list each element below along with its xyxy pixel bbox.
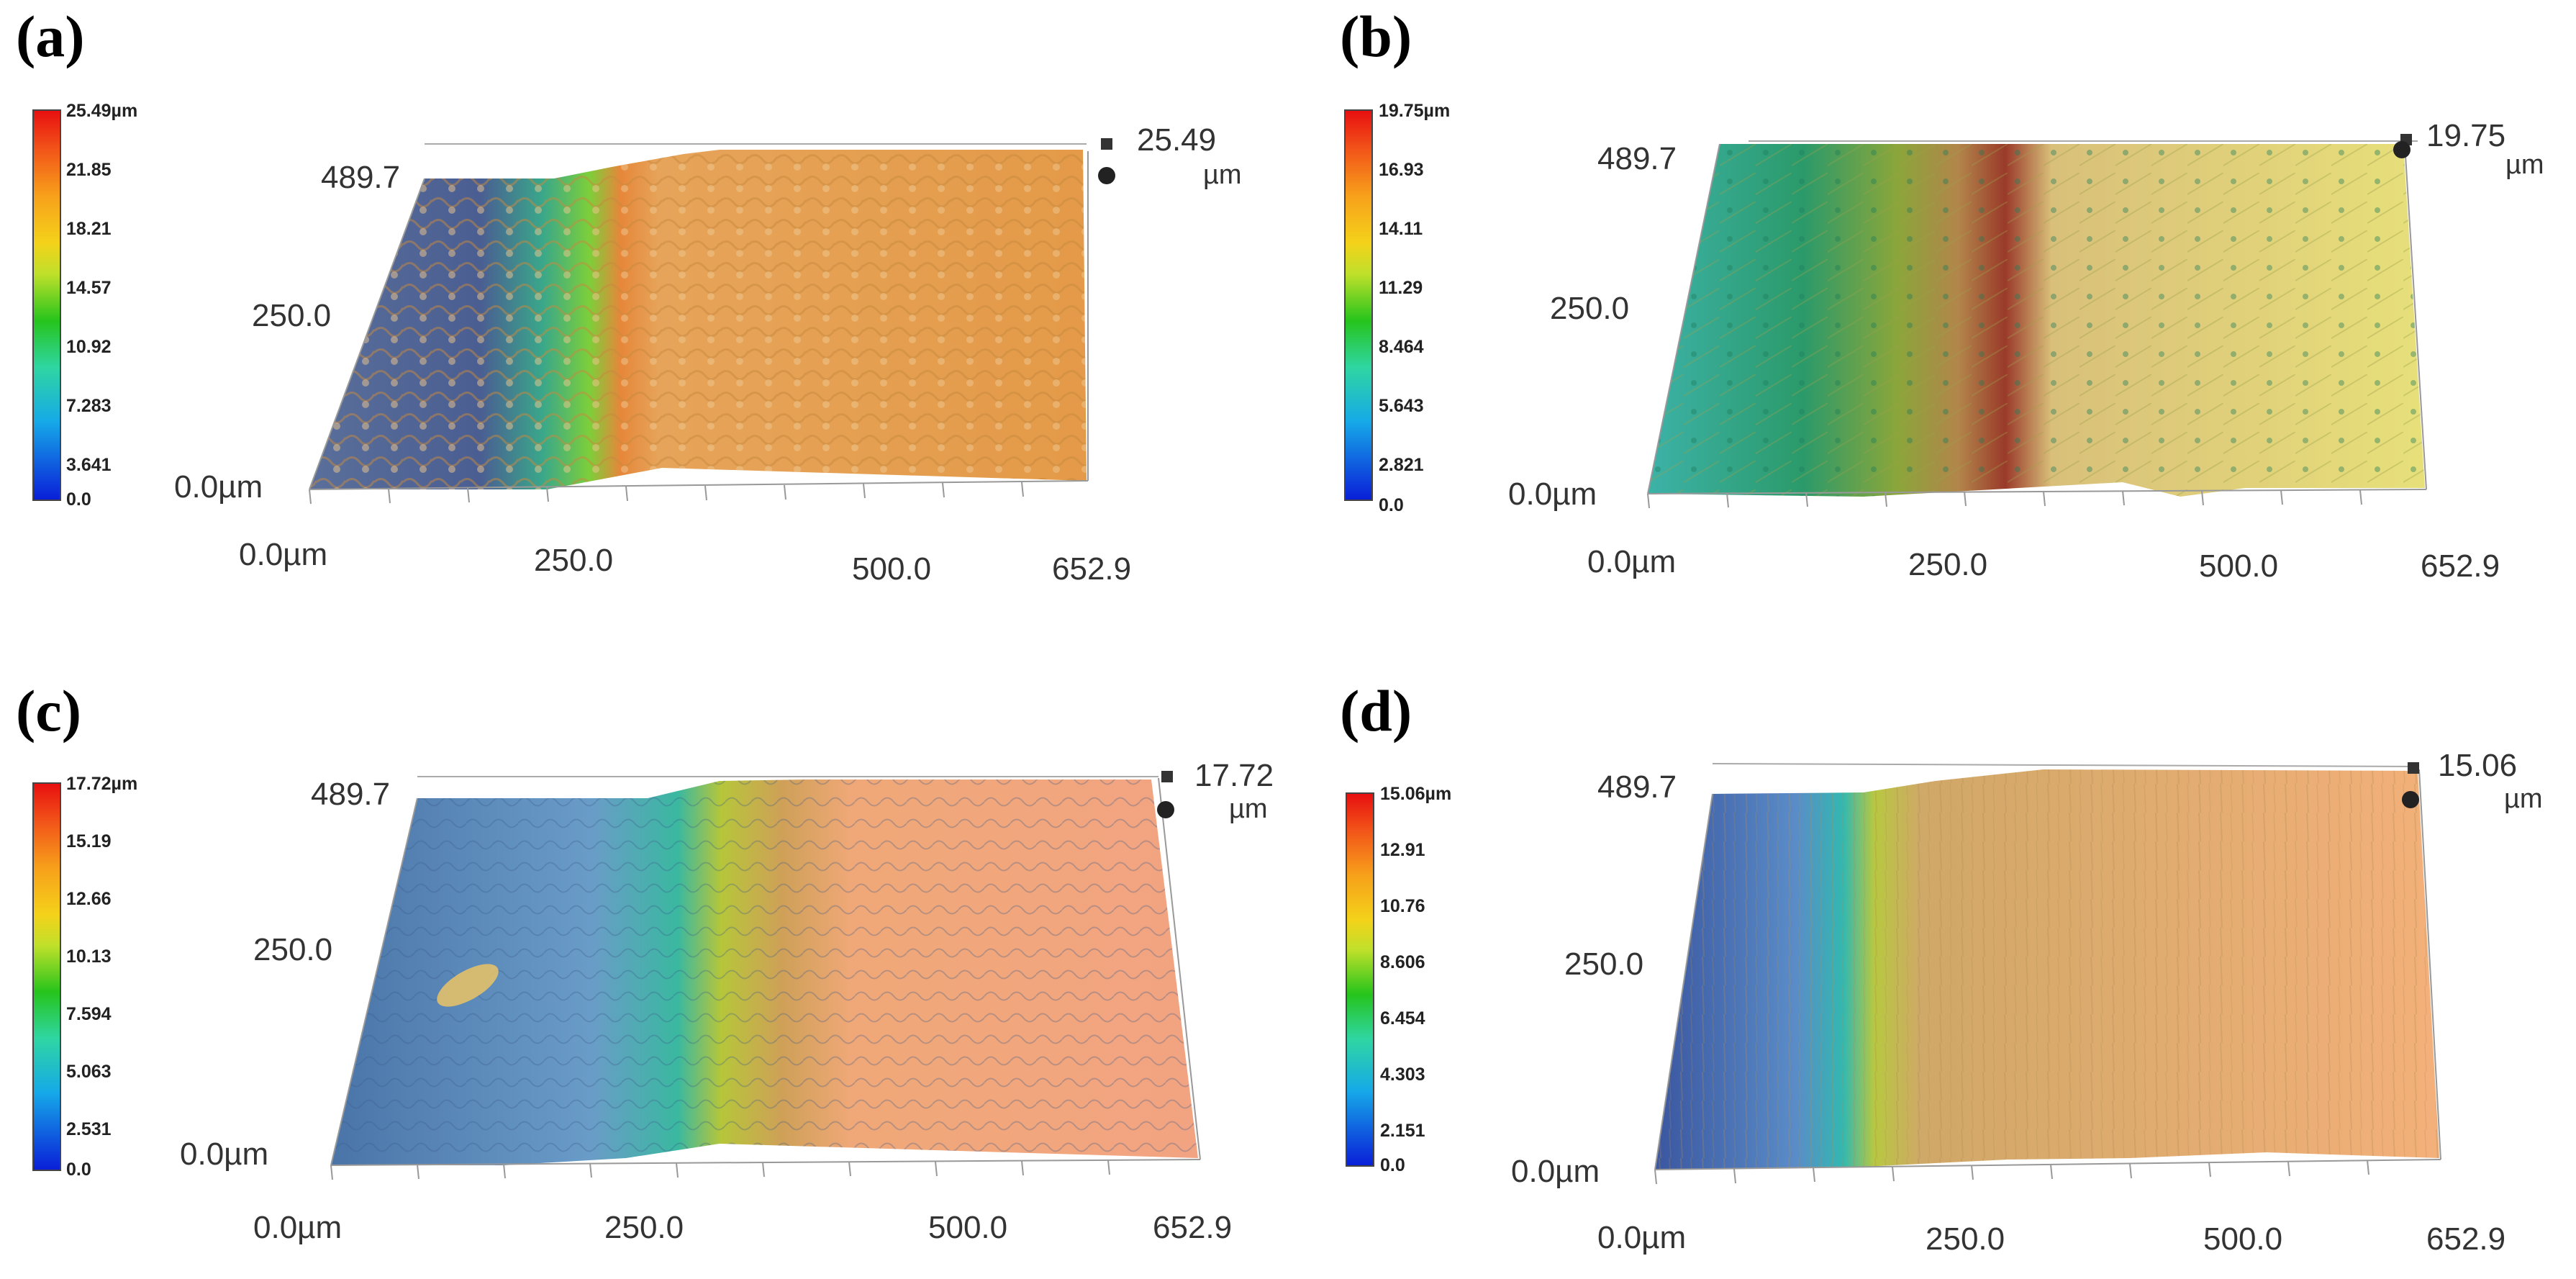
colorbar-label: 4.303	[1380, 1065, 1425, 1085]
colorbar-label: 21.85	[66, 160, 112, 180]
x-tick-label: 652.9	[1153, 1210, 1233, 1245]
panel-d: (d) 15.06µm 12.91 10.76 8.606 6.454 4.30…	[1288, 640, 2576, 1279]
colorbar-label: 14.57	[66, 278, 112, 298]
x-tick-label: 0.0µm	[253, 1210, 343, 1245]
colorbar-label: 2.821	[1379, 455, 1424, 475]
x-tick-label: 652.9	[2421, 548, 2500, 584]
max-height-value: 25.49	[1137, 122, 1217, 158]
surface-3d-plot	[1654, 763, 2441, 1185]
panel-label: (c)	[16, 678, 82, 744]
x-tick-label: 250.0	[534, 543, 614, 578]
x-tick-label: 500.0	[2203, 1221, 2283, 1257]
y-tick-label: 250.0	[252, 298, 332, 333]
panel-label: (b)	[1340, 4, 1412, 69]
max-square-marker	[2408, 762, 2419, 774]
y-tick-label: 489.7	[1597, 769, 1677, 805]
y-tick-label: 250.0	[1550, 291, 1630, 326]
y-tick-label: 0.0µm	[180, 1136, 269, 1172]
colorbar-label: 7.594	[66, 1004, 112, 1024]
colorbar-label: 25.49µm	[66, 101, 138, 121]
colorbar-label: 8.464	[1379, 337, 1424, 357]
x-tick-label: 500.0	[928, 1210, 1008, 1245]
colorbar-label: 15.06µm	[1380, 784, 1452, 804]
max-dot-marker	[1157, 801, 1174, 818]
height-colorbar	[1344, 109, 1373, 501]
colorbar-label: 8.606	[1380, 952, 1425, 972]
x-tick-label: 250.0	[1908, 547, 1988, 582]
panel-label: (d)	[1340, 678, 1412, 744]
colorbar-label: 12.66	[66, 889, 112, 909]
y-tick-label: 0.0µm	[1508, 476, 1597, 512]
y-tick-label: 489.7	[1597, 141, 1677, 176]
colorbar-label: 2.531	[66, 1119, 112, 1139]
panel-c: (c) 17.72µm 15.19 12.66 10.13 7.594 5.06…	[0, 640, 1288, 1279]
colorbar-label: 19.75µm	[1379, 101, 1451, 121]
max-height-value: 15.06	[2438, 748, 2518, 783]
max-dot-marker	[2402, 791, 2419, 808]
colorbar-label: 5.063	[66, 1062, 112, 1082]
colorbar-label: 0.0	[66, 489, 91, 510]
colorbar-label: 16.93	[1379, 160, 1424, 180]
colorbar-label: 5.643	[1379, 396, 1424, 416]
y-tick-label: 250.0	[253, 932, 333, 967]
colorbar-label: 2.151	[1380, 1121, 1425, 1141]
x-tick-label: 652.9	[2426, 1221, 2506, 1257]
y-tick-label: 250.0	[1564, 946, 1644, 982]
colorbar-label: 7.283	[66, 396, 112, 416]
max-height-unit: µm	[1203, 160, 1242, 190]
max-square-marker	[1161, 771, 1173, 782]
max-dot-marker	[2393, 141, 2411, 158]
height-colorbar	[1346, 792, 1374, 1167]
max-dot-marker	[1098, 167, 1115, 184]
max-height-value: 17.72	[1194, 758, 1274, 793]
x-tick-label: 0.0µm	[1597, 1220, 1687, 1255]
x-tick-label: 652.9	[1052, 551, 1132, 587]
x-tick-label: 500.0	[852, 551, 932, 587]
colorbar-labels: 19.75µm 16.93 14.11 11.29 8.464 5.643 2.…	[1379, 101, 1465, 515]
colorbar-label: 10.92	[66, 337, 112, 357]
x-tick-label: 250.0	[604, 1210, 684, 1245]
surface-3d-plot	[309, 143, 1089, 505]
max-height-unit: µm	[1229, 794, 1268, 824]
y-tick-label: 0.0µm	[174, 469, 263, 505]
colorbar-label: 15.19	[66, 831, 112, 851]
colorbar-label: 0.0	[66, 1160, 91, 1180]
colorbar-label: 0.0	[1380, 1155, 1405, 1175]
colorbar-labels: 25.49µm 21.85 18.21 14.57 10.92 7.283 3.…	[66, 101, 153, 511]
max-height-unit: µm	[2505, 150, 2544, 180]
x-tick-label: 0.0µm	[1587, 544, 1677, 579]
max-height-value: 19.75	[2426, 118, 2506, 153]
colorbar-label: 10.13	[66, 946, 112, 967]
colorbar-label: 0.0	[1379, 495, 1404, 515]
height-colorbar	[32, 109, 61, 501]
colorbar-label: 3.641	[66, 455, 112, 475]
y-tick-label: 0.0µm	[1511, 1154, 1600, 1189]
x-tick-label: 0.0µm	[239, 537, 328, 572]
surface-3d-plot	[330, 776, 1201, 1180]
colorbar-label: 17.72µm	[66, 774, 138, 794]
y-tick-label: 489.7	[311, 777, 391, 812]
max-square-marker	[1101, 138, 1112, 150]
panel-a: (a) 25.49µm 21.85 18.21 14.57 10.92 7.28…	[0, 0, 1288, 639]
colorbar-label: 6.454	[1380, 1008, 1425, 1029]
colorbar-label: 14.11	[1379, 219, 1423, 239]
panel-label: (a)	[16, 4, 85, 69]
colorbar-labels: 17.72µm 15.19 12.66 10.13 7.594 5.063 2.…	[66, 774, 153, 1184]
surface-3d-plot	[1647, 140, 2427, 509]
height-colorbar	[32, 782, 61, 1171]
colorbar-label: 11.29	[1379, 278, 1423, 298]
x-tick-label: 250.0	[1926, 1221, 2005, 1257]
colorbar-labels: 15.06µm 12.91 10.76 8.606 6.454 4.303 2.…	[1380, 784, 1466, 1194]
colorbar-label: 10.76	[1380, 896, 1425, 916]
x-tick-label: 500.0	[2199, 548, 2279, 584]
panel-b: (b) 19.75µm 16.93 14.11 11.29 8.464 5.64…	[1288, 0, 2576, 639]
max-height-unit: µm	[2504, 784, 2543, 814]
colorbar-label: 18.21	[66, 219, 112, 239]
y-tick-label: 489.7	[321, 160, 401, 195]
colorbar-label: 12.91	[1380, 840, 1425, 860]
